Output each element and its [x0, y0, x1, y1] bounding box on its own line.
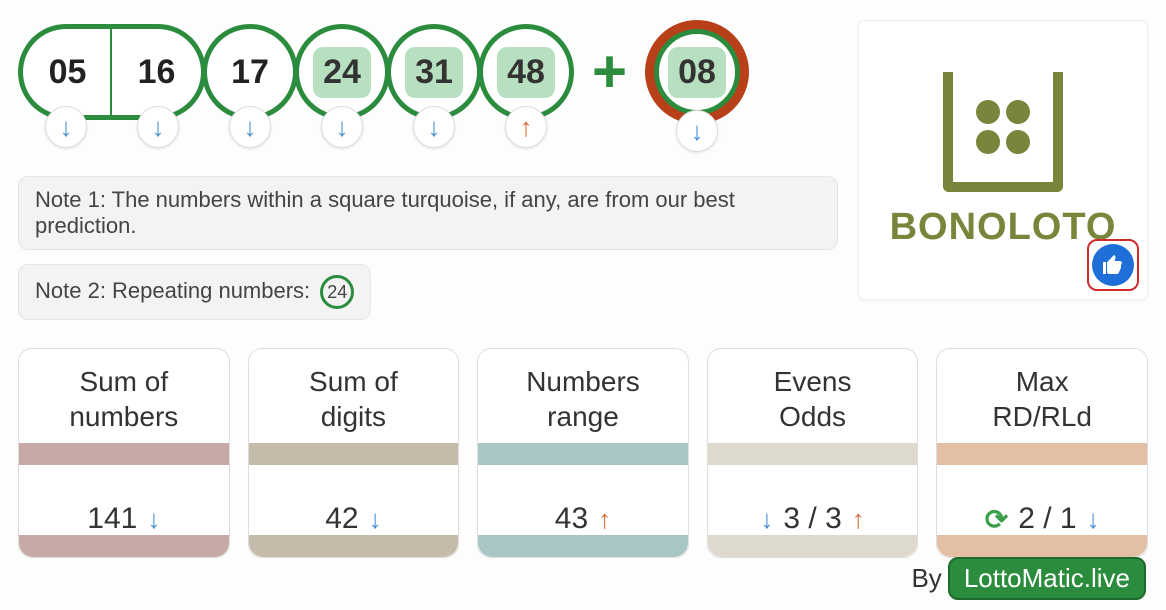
trend-down-icon: ↓ [45, 106, 87, 148]
stat-value: 141 [87, 502, 137, 536]
ball-number: 08 [668, 47, 726, 98]
trend-down-icon: ↓ [229, 106, 271, 148]
stats-row: Sum of numbers 141↓ Sum of digits 42↓ Nu… [18, 348, 1148, 558]
stat-card: Evens Odds ↓3 / 3↑ [707, 348, 919, 558]
stat-title: Numbers range [488, 363, 678, 435]
stat-card: Max RD/RLd ⟳2 / 1↓ [936, 348, 1148, 558]
ball-wrap: 16 ↓ [110, 24, 206, 148]
stat-title: Sum of numbers [29, 363, 219, 435]
stat-color-bar [937, 535, 1147, 557]
repeating-number-badge: 24 [320, 275, 354, 309]
like-button[interactable] [1087, 239, 1139, 291]
ball-wrap: 05 ↓ [18, 24, 114, 148]
trend-up-icon: ↑ [505, 106, 547, 148]
stat-card: Sum of numbers 141↓ [18, 348, 230, 558]
ball-number: 48 [497, 47, 555, 98]
ball-number: 05 [49, 53, 87, 92]
left-column: 05 ↓16 ↓17 ↓24 ↓31 ↓48 ↑+08 ↓ Note 1: Th… [18, 20, 838, 320]
thumbs-up-icon [1092, 244, 1134, 286]
stat-title: Sum of digits [259, 363, 449, 435]
footer-by: By [911, 563, 941, 594]
note-2: Note 2: Repeating numbers: 24 [18, 264, 371, 320]
stat-value: 2 / 1 [1018, 502, 1076, 536]
trend-down-icon: ↓ [676, 110, 718, 152]
stat-color-bar [478, 443, 688, 465]
stat-color-bar [478, 535, 688, 557]
note-1: Note 1: The numbers within a square turq… [18, 176, 838, 250]
stat-value: 43 [555, 502, 588, 536]
stat-title: Max RD/RLd [947, 363, 1137, 435]
trend-down-icon: ↓ [321, 106, 363, 148]
stat-color-bar [708, 535, 918, 557]
note-2-prefix: Note 2: Repeating numbers: [35, 278, 310, 303]
sync-icon: ⟳ [985, 503, 1008, 536]
ball-wrap: 17 ↓ [202, 24, 298, 148]
stat-color-bar [249, 535, 459, 557]
stat-color-bar [708, 443, 918, 465]
ball-number: 16 [138, 53, 176, 92]
bonus-ball-wrap: 08 ↓ [645, 20, 749, 152]
stat-color-bar [937, 443, 1147, 465]
footer-site-link[interactable]: LottoMatic.live [948, 557, 1146, 600]
bonus-ball: 08 [645, 20, 749, 124]
ball-wrap: 31 ↓ [386, 24, 482, 148]
stat-card: Sum of digits 42↓ [248, 348, 460, 558]
stat-title: Evens Odds [718, 363, 908, 435]
ball-number: 31 [405, 47, 463, 98]
ball-number: 24 [313, 47, 371, 98]
balls-row: 05 ↓16 ↓17 ↓24 ↓31 ↓48 ↑+08 ↓ [18, 20, 838, 152]
stat-color-bar [19, 443, 229, 465]
ball-wrap: 24 ↓ [294, 24, 390, 148]
ball-number: 17 [231, 53, 269, 92]
stat-color-bar [19, 535, 229, 557]
plus-separator: + [592, 37, 627, 106]
stat-card: Numbers range 43↑ [477, 348, 689, 558]
trend-down-icon: ↓ [413, 106, 455, 148]
brand-logo-box: BONOLOTO [858, 20, 1148, 300]
ball-wrap: 48 ↑ [478, 24, 574, 148]
top-row: 05 ↓16 ↓17 ↓24 ↓31 ↓48 ↑+08 ↓ Note 1: Th… [18, 20, 1148, 320]
trend-down-icon: ↓ [137, 106, 179, 148]
footer-attribution: By LottoMatic.live [911, 557, 1146, 600]
brand-name: BONOLOTO [890, 206, 1117, 249]
stat-value: 3 / 3 [783, 502, 841, 536]
clover-icon [943, 72, 1063, 192]
stat-color-bar [249, 443, 459, 465]
stat-value: 42 [325, 502, 358, 536]
